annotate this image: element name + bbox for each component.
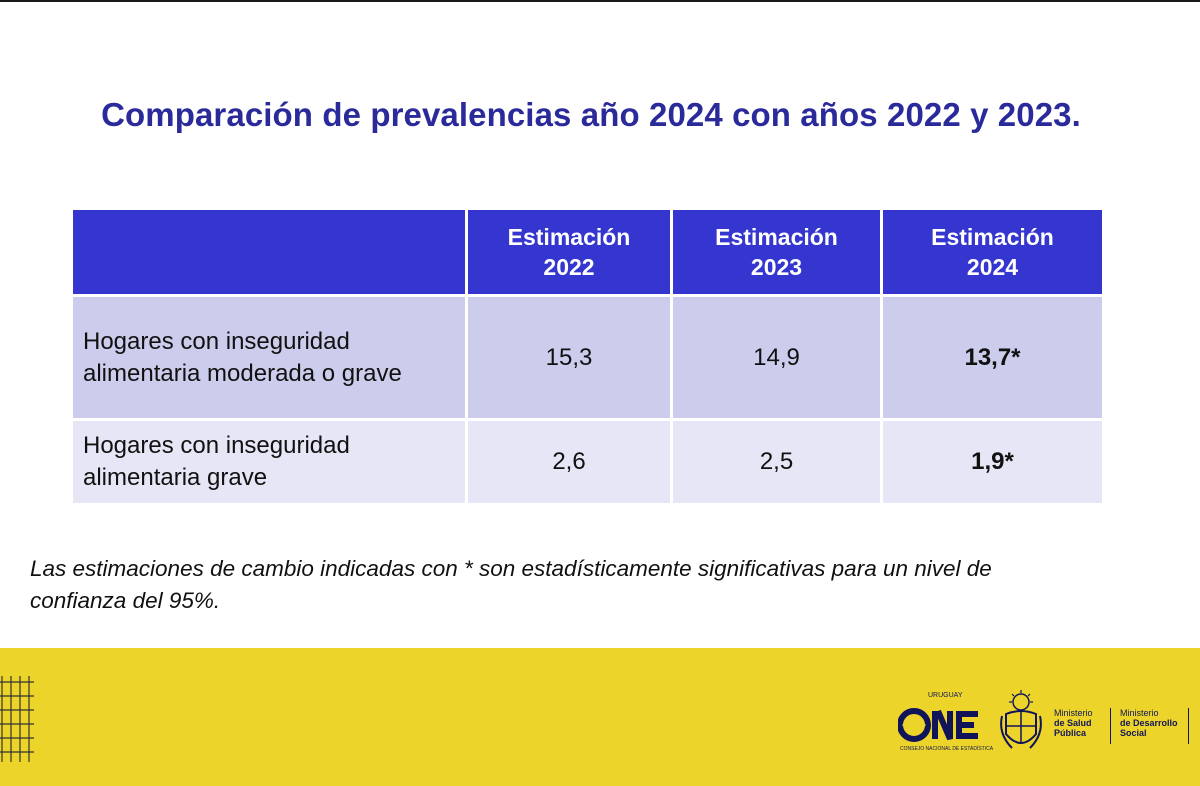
table-header-row: Estimación 2022 Estimación 2023 Estimación… <box>70 207 1105 297</box>
table-row: Hogares con inseguridad alimentaria grave… <box>70 418 1105 506</box>
row-label-severe: Hogares con inseguridad alimentaria grave <box>70 418 468 506</box>
uruguay-emblem-icon <box>1000 690 1042 749</box>
value-2023: 14,9 <box>670 294 883 421</box>
value-2024: 1,9* <box>880 418 1105 506</box>
logo-separator <box>1188 708 1189 744</box>
table-row: Hogares con inseguridad alimentaria moder… <box>70 294 1105 421</box>
slide-title: Comparación de prevalencias año 2024 con… <box>101 96 1081 133</box>
logo-separator <box>1110 708 1111 744</box>
header-2024: Estimación 2024 <box>880 207 1105 297</box>
footer-band <box>0 648 1200 786</box>
one-logo-top-text: URUGUAY <box>928 692 963 699</box>
prevalence-table: Estimación 2022 Estimación 2023 Estimación… <box>70 207 1105 506</box>
ministry-social-label: Ministerio de Desarrollo Social <box>1120 708 1178 738</box>
one-logo-subtitle: CONSEJO NACIONAL DE ESTADÍSTICA <box>900 746 994 752</box>
header-2022: Estimación 2022 <box>465 207 673 297</box>
footer-logos: URUGUAY CONSEJO NACIONAL DE ESTADÍSTICA … <box>898 686 1200 760</box>
grid-decoration-icon <box>0 676 34 762</box>
value-2022: 2,6 <box>465 418 673 506</box>
ministry-health-label: Ministerio de Salud Pública <box>1054 708 1093 738</box>
value-2024: 13,7* <box>880 294 1105 421</box>
header-empty-cell <box>70 207 468 297</box>
value-2022: 15,3 <box>465 294 673 421</box>
row-label-moderate-severe: Hogares con inseguridad alimentaria moder… <box>70 294 468 421</box>
value-2023: 2,5 <box>670 418 883 506</box>
one-logo <box>898 708 978 742</box>
top-rule <box>0 0 1200 2</box>
header-2023: Estimación 2023 <box>670 207 883 297</box>
footnote: Las estimaciones de cambio indicadas con… <box>30 556 992 613</box>
